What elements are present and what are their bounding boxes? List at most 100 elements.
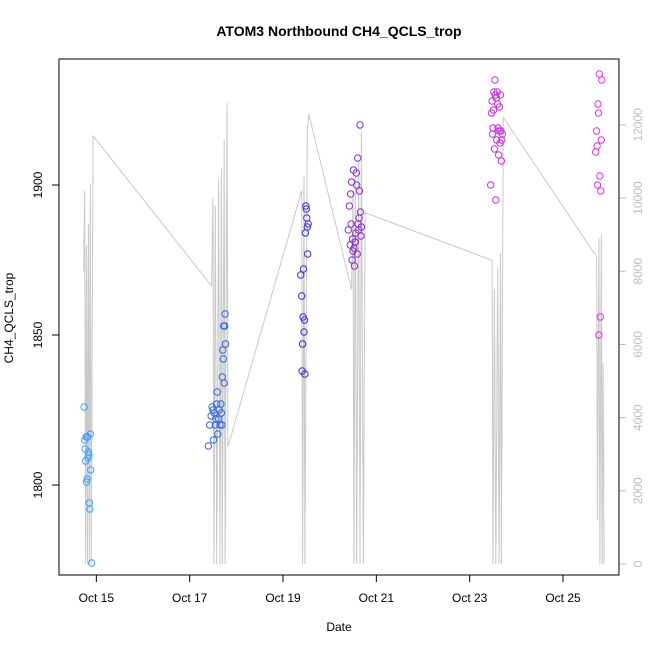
series-4 [344, 121, 366, 270]
data-point [80, 403, 88, 411]
y2-tick-label: 6000 [631, 331, 645, 358]
data-point [298, 340, 307, 348]
data-point [220, 379, 228, 387]
data-point [219, 355, 228, 363]
data-point [209, 436, 218, 444]
series-6 [592, 70, 606, 339]
data-point [221, 340, 230, 348]
data-point [297, 271, 305, 279]
data-point [353, 250, 361, 258]
data-point [83, 475, 91, 483]
data-point [351, 238, 359, 246]
data-point [489, 106, 498, 114]
y-tick-label: 1900 [31, 171, 45, 198]
data-point [496, 91, 505, 99]
x-tick-label: Oct 19 [265, 591, 301, 605]
data-point [487, 181, 495, 189]
data-point [298, 292, 306, 300]
data-point [490, 145, 499, 153]
data-point [84, 448, 93, 456]
data-point [301, 370, 309, 378]
data-point [302, 205, 310, 213]
data-point [347, 220, 355, 228]
data-point [597, 136, 605, 144]
data-point [86, 505, 94, 513]
data-point [356, 121, 364, 129]
data-point [354, 154, 362, 162]
y2-tick-label: 4000 [631, 404, 645, 431]
y-tick-label: 1800 [31, 471, 45, 498]
data-point [85, 451, 93, 459]
data-point [214, 430, 222, 438]
data-point [593, 181, 602, 189]
x-tick-label: Oct 21 [359, 591, 395, 605]
y2-tick-label: 12000 [631, 108, 645, 142]
data-point [303, 223, 311, 231]
data-point [345, 202, 353, 210]
y2-tick-label: 10000 [631, 181, 645, 215]
data-point [86, 430, 95, 438]
data-point [491, 76, 499, 84]
data-point [596, 313, 604, 321]
y-tick-label: 1850 [31, 321, 45, 348]
data-point [488, 130, 497, 138]
series-5 [487, 76, 506, 204]
data-point [206, 421, 214, 429]
y2-tick-label: 8000 [631, 258, 645, 285]
data-point [304, 250, 312, 258]
axes-layer: Oct 15 Oct 17 Oct 19 Oct 21 Oct 23 Oct 25 1800… [31, 108, 645, 605]
data-point [299, 265, 308, 273]
data-point [221, 310, 229, 318]
data-point [219, 346, 227, 354]
data-point [217, 400, 225, 408]
series-1 [80, 403, 96, 567]
data-point [212, 415, 220, 423]
data-point [597, 187, 605, 195]
points-layer [80, 70, 606, 567]
data-point [304, 220, 312, 228]
data-point [352, 169, 360, 177]
altitude-line [83, 102, 605, 565]
data-point [82, 478, 91, 486]
data-point [216, 421, 224, 429]
data-point [596, 172, 604, 180]
data-point [598, 76, 606, 84]
data-point [350, 262, 359, 270]
data-point [300, 328, 308, 336]
data-point [495, 103, 504, 111]
data-point [356, 208, 365, 216]
series-2 [204, 310, 230, 450]
data-point [357, 232, 365, 240]
data-point [347, 190, 355, 198]
data-point [344, 226, 352, 234]
data-point [595, 331, 603, 339]
data-point [498, 130, 506, 138]
data-point [87, 466, 95, 474]
data-point [594, 100, 602, 108]
data-point [594, 109, 603, 117]
x-tick-label: Oct 15 [79, 591, 115, 605]
data-point [595, 70, 604, 78]
x-axis-label: Date [326, 620, 352, 634]
y2-tick-label: 0 [631, 560, 645, 567]
data-point [300, 316, 309, 324]
altitude-layer [83, 102, 605, 565]
data-point [592, 127, 601, 135]
data-point [302, 202, 310, 210]
data-point [213, 388, 221, 396]
series-3 [297, 202, 312, 378]
data-point [88, 559, 96, 567]
data-point [494, 151, 503, 159]
y2-tick-label: 2000 [631, 477, 645, 504]
data-point [204, 442, 213, 450]
data-point [592, 148, 600, 156]
data-point [355, 187, 364, 195]
chart-title: ATOM3 Northbound CH4_QCLS_trop [216, 23, 461, 39]
data-point [301, 229, 310, 237]
data-point [489, 124, 497, 132]
data-point [492, 196, 500, 204]
y-axis-label: CH4_QCLS_trop [2, 272, 16, 363]
data-point [353, 181, 361, 189]
x-tick-label: Oct 17 [172, 591, 208, 605]
